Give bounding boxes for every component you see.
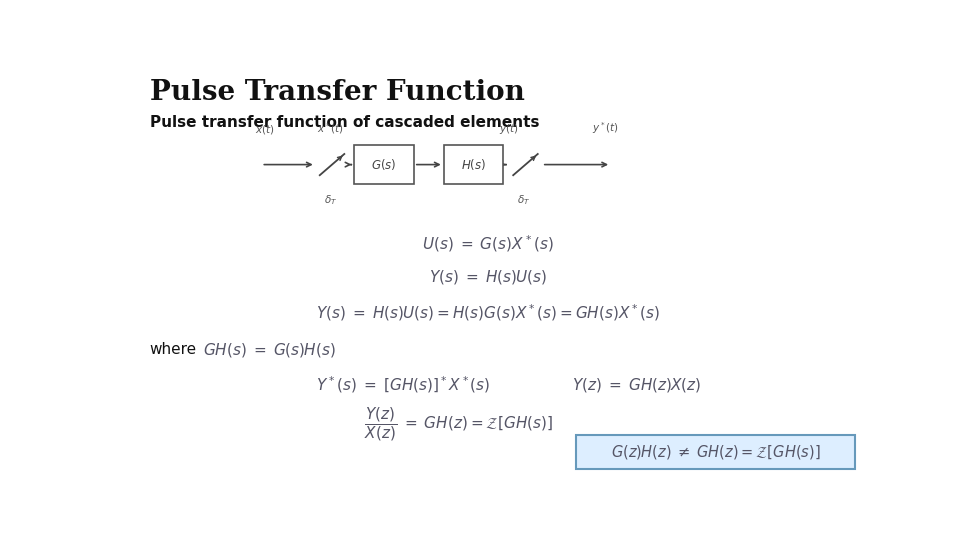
Text: $x(t)$: $x(t)$ bbox=[255, 123, 275, 136]
Bar bbox=[444, 145, 503, 184]
Bar bbox=[354, 145, 414, 184]
Text: $y^*(t)$: $y^*(t)$ bbox=[591, 120, 618, 136]
Text: $G(s)$: $G(s)$ bbox=[372, 157, 396, 172]
FancyBboxPatch shape bbox=[576, 435, 855, 469]
Text: $GH(s) \;=\; G(s)H(s)$: $GH(s) \;=\; G(s)H(s)$ bbox=[204, 341, 336, 359]
Text: $Y^*(s) \;=\; [GH(s)]^*X^*(s)$: $Y^*(s) \;=\; [GH(s)]^*X^*(s)$ bbox=[316, 375, 490, 395]
Text: where: where bbox=[150, 342, 197, 357]
Text: $U(s) \;=\; G(s)X^*(s)$: $U(s) \;=\; G(s)X^*(s)$ bbox=[422, 233, 554, 254]
Text: Pulse Transfer Function: Pulse Transfer Function bbox=[150, 79, 524, 106]
Text: $\delta_T$: $\delta_T$ bbox=[517, 193, 531, 207]
Text: $H(s)$: $H(s)$ bbox=[461, 157, 486, 172]
Text: $x^*(t)$: $x^*(t)$ bbox=[317, 122, 344, 136]
Text: $Y(s) \;=\; H(s)U(s)$: $Y(s) \;=\; H(s)U(s)$ bbox=[429, 268, 547, 286]
Text: Pulse transfer function of cascaded elements: Pulse transfer function of cascaded elem… bbox=[150, 114, 540, 130]
Text: $\delta_T$: $\delta_T$ bbox=[324, 193, 337, 207]
Text: $y(t)$: $y(t)$ bbox=[499, 123, 519, 136]
Text: $G(z)H(z) \;\neq\; GH(z) = \mathcal{Z}\left[GH(s)\right]$: $G(z)H(z) \;\neq\; GH(z) = \mathcal{Z}\l… bbox=[611, 443, 821, 461]
Text: $Y(s) \;=\; H(s)U(s) = H(s)G(s)X^*(s) = GH(s)X^*(s)$: $Y(s) \;=\; H(s)U(s) = H(s)G(s)X^*(s) = … bbox=[316, 302, 660, 322]
Text: $Y(z) \;=\; GH(z)X(z)$: $Y(z) \;=\; GH(z)X(z)$ bbox=[572, 376, 702, 394]
Text: $\dfrac{Y(z)}{X(z)} \;=\; GH(z) = \mathcal{Z}\left[GH(s)\right]$: $\dfrac{Y(z)}{X(z)} \;=\; GH(z) = \mathc… bbox=[364, 406, 553, 443]
